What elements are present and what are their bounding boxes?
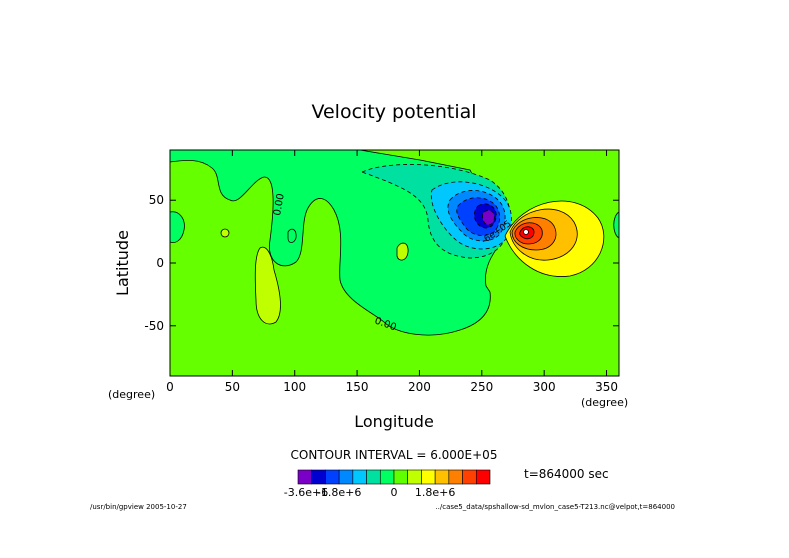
footer-left: /usr/bin/gpview 2005-10-27 [90,503,187,511]
y-tick-label: -50 [144,319,164,333]
yellow-small-blob-1 [220,228,230,238]
x-tick-label: 50 [225,380,240,394]
colorbar-swatch [421,469,436,485]
yellow-southern-blob [254,246,281,325]
colorbar [297,469,491,485]
colorbar-swatch [407,469,422,485]
x-tick-label: 100 [283,380,306,394]
colorbar-swatch [366,469,381,485]
colorbar-tick-label: -3.6e+6 [284,486,328,499]
y-axis: -50 0 50 [144,193,619,333]
y-axis-label: Latitude [113,230,132,296]
x-tick-label: 250 [470,380,493,394]
footer-right: ../case5_data/spshallow-sd_mvlon_case5-T… [435,503,675,511]
colorbar-swatch [393,469,409,485]
x-tick-label: 150 [346,380,369,394]
west-edge-blob [170,211,185,243]
colorbar-tick-label: -1.8e+6 [317,486,361,499]
y-tick-label: 0 [156,256,164,270]
contour-field: 0.00 0.00 -6e+05 [170,150,619,376]
y-axis-unit: (degree) [108,388,155,401]
colorbar-swatch [338,469,354,485]
x-tick-label: 300 [533,380,556,394]
time-label: t=864000 sec [524,467,609,481]
colorbar-ticks: -3.6e+6-1.8e+6 0 1.8e+6 [284,486,456,499]
chart-title: Velocity potential [311,101,476,123]
colorbar-swatch [379,469,395,485]
contour-label-zero-1: 0.00 [272,193,287,217]
x-axis-unit: (degree) [581,396,628,409]
contour-interval: CONTOUR INTERVAL = 6.000E+05 [291,448,498,462]
colorbar-swatch [297,469,313,485]
x-tick-label: 350 [595,380,618,394]
colorbar-tick-label: 1.8e+6 [415,486,455,499]
y-tick-label: 50 [149,193,164,207]
green-small-blob [287,228,297,243]
colorbar-swatch [434,469,450,485]
colorbar-swatch [462,469,477,485]
colorbar-swatch [352,469,367,485]
x-tick-label: 0 [166,380,174,394]
contour-neg-6 [482,210,495,226]
x-tick-label: 200 [408,380,431,394]
positive-center-marker [523,229,529,235]
x-axis-label: Longitude [354,412,434,431]
colorbar-swatch [448,469,463,485]
colorbar-swatch [325,469,340,485]
yellow-small-blob-2 [396,242,409,261]
colorbar-swatch [311,469,326,485]
colorbar-tick-label: 0 [391,486,398,499]
x-axis: 0 50 100 150 200 250 300 350 [166,150,618,394]
colorbar-swatch [475,469,491,485]
